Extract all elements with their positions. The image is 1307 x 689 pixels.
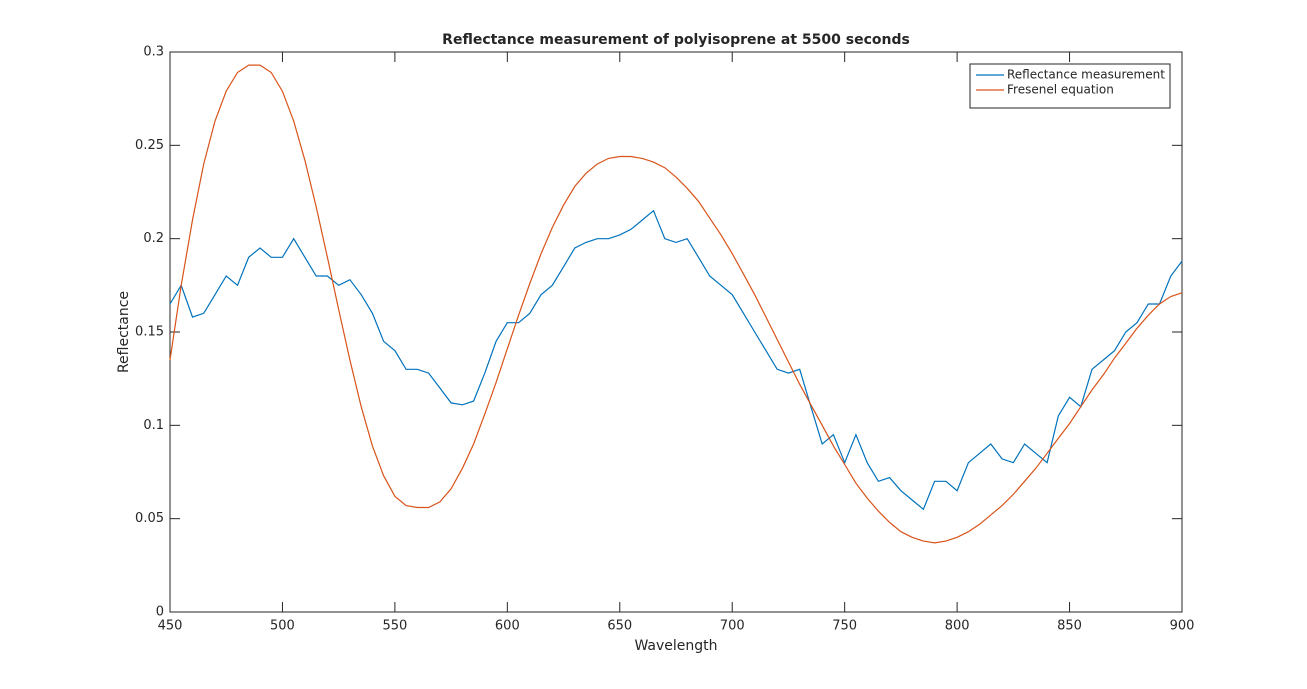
y-tick-label: 0 <box>156 605 164 620</box>
y-tick-label: 0.25 <box>135 138 164 153</box>
x-tick-label: 750 <box>832 619 857 634</box>
chart-title: Reflectance measurement of polyisoprene … <box>442 32 910 48</box>
x-tick-label: 900 <box>1170 619 1195 634</box>
x-tick-label: 450 <box>158 619 183 634</box>
x-tick-label: 700 <box>720 619 745 634</box>
x-tick-label: 800 <box>945 619 970 634</box>
x-tick-label: 600 <box>495 619 520 634</box>
legend-box <box>969 63 1171 109</box>
x-tick-label: 500 <box>270 619 295 634</box>
x-tick-label: 550 <box>382 619 407 634</box>
data-line <box>169 209 1183 511</box>
legend-label: Fresenel equation <box>1007 83 1114 97</box>
plot-area <box>169 51 1183 613</box>
y-tick-label: 0.3 <box>143 45 164 60</box>
y-tick-label: 0.15 <box>135 325 164 340</box>
y-tick-label: 0.05 <box>135 511 164 526</box>
y-tick-label: 0.1 <box>143 418 164 433</box>
x-tick-label: 650 <box>607 619 632 634</box>
x-axis-label: Wavelength <box>634 638 717 654</box>
data-line <box>169 64 1183 544</box>
legend-label: Reflectance measurement <box>1007 68 1165 82</box>
x-tick-label: 850 <box>1057 619 1082 634</box>
y-tick-label: 0.2 <box>143 231 164 246</box>
y-axis-label: Reflectance <box>116 291 132 373</box>
